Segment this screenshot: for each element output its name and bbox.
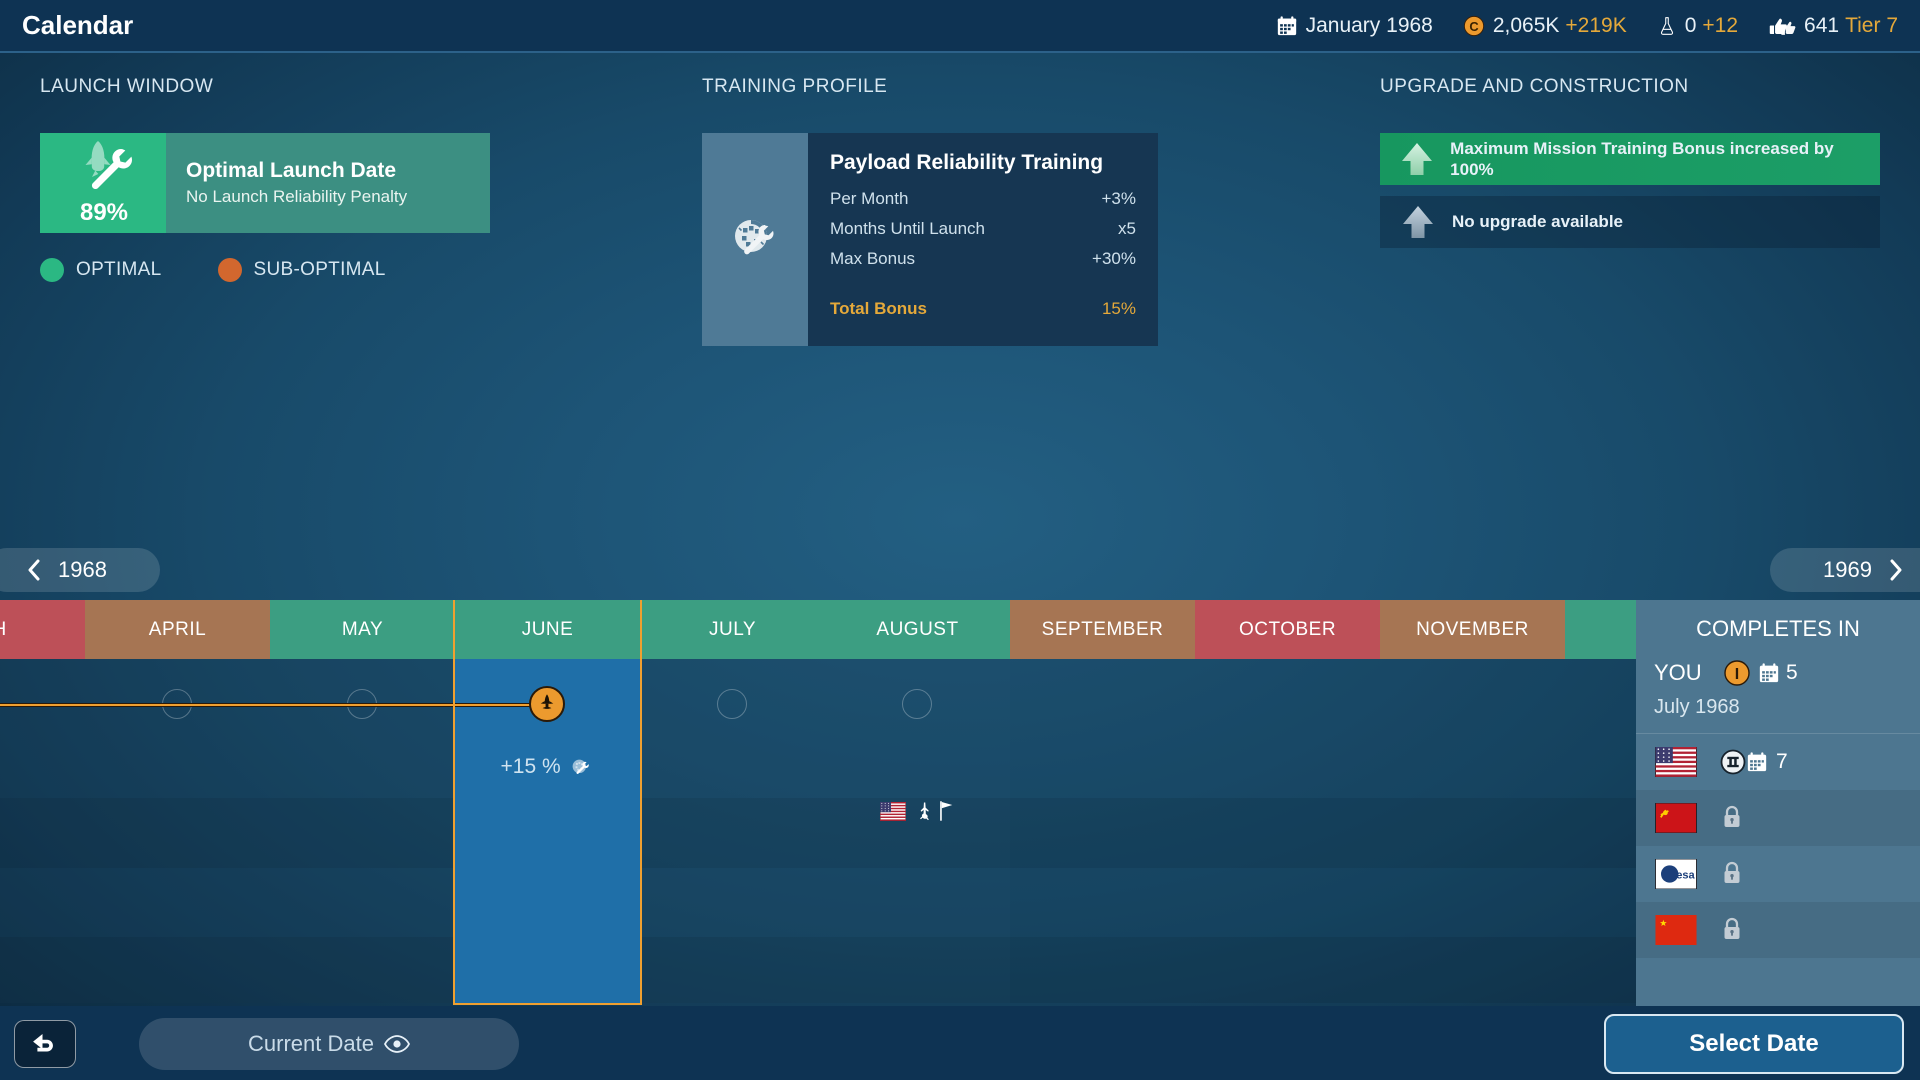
svg-text:esa: esa [1676,870,1695,882]
svg-text:I: I [1735,666,1739,683]
svg-text:C: C [1469,19,1478,34]
